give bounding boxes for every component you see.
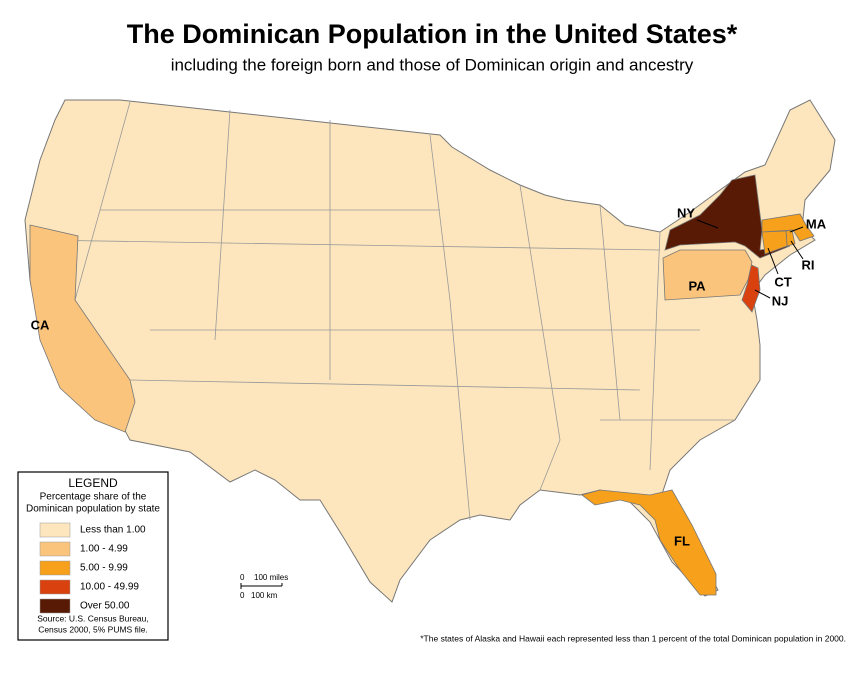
scale-label: 0	[240, 573, 245, 582]
leader-line	[767, 247, 779, 275]
state-label: NJ	[772, 293, 789, 308]
legend-label: 5.00 - 9.99	[80, 563, 128, 574]
legend-description: Percentage share of the	[40, 492, 147, 503]
leader-line	[754, 289, 771, 299]
state-label: RI	[802, 257, 815, 272]
legend-label: Less than 1.00	[80, 525, 146, 536]
state-label: MA	[806, 216, 827, 231]
legend-swatch	[39, 579, 71, 595]
state-label: FL	[674, 533, 690, 548]
state-label: CA	[31, 317, 50, 332]
scale-label: 100 km	[251, 591, 278, 600]
legend-swatch	[39, 560, 71, 576]
subtitle: including the foreign born and those of …	[171, 55, 694, 74]
legend-title: LEGEND	[68, 476, 118, 490]
leader-line	[789, 226, 804, 233]
state-shape	[29, 224, 136, 433]
leader-line	[790, 240, 804, 260]
state-shape	[741, 261, 761, 313]
state-label: CT	[774, 274, 791, 289]
state-label: NY	[677, 205, 695, 220]
legend-description: Dominican population by state	[26, 504, 160, 515]
footnote: *The states of Alaska and Hawaii each re…	[420, 633, 846, 643]
us-map: NY MA RI CT NJ PA CA FL	[24, 99, 836, 603]
scale-bar: 0 100 miles 0 100 km	[240, 573, 288, 600]
legend-source: Source: U.S. Census Bureau,	[37, 613, 149, 623]
legend-swatch	[39, 598, 71, 614]
scale-label: 0	[240, 591, 245, 600]
legend-label: 1.00 - 4.99	[80, 544, 128, 555]
state-label: PA	[688, 278, 706, 293]
legend-swatch	[39, 541, 71, 557]
legend-label: Over 50.00	[80, 601, 130, 612]
legend-swatch	[39, 522, 71, 538]
scale-label: 100 miles	[254, 573, 288, 582]
legend-source: Census 2000, 5% PUMS file.	[38, 624, 148, 634]
legend: LEGEND Percentage share of theDominican …	[17, 471, 169, 641]
scale-line	[240, 583, 283, 589]
state-shape	[662, 249, 753, 301]
legend-label: 10.00 - 49.99	[80, 582, 139, 593]
title: The Dominican Population in the United S…	[127, 19, 738, 49]
state-borders	[39, 101, 735, 521]
leader-line	[696, 219, 719, 229]
state-shape	[581, 489, 717, 596]
